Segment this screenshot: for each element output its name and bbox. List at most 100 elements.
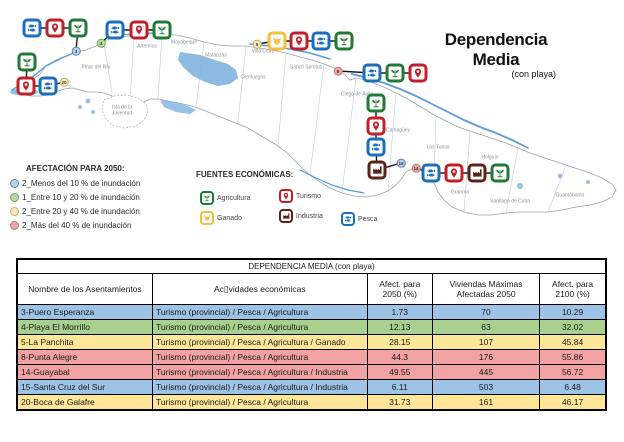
cell-afect-2100: 32.02 [539,319,607,335]
legend-item: 2_Más del 40 % de inundación [10,218,140,232]
legend-item: 1_Entre 10 y 20 % de inundación [10,190,140,204]
cell-name: 5-La Panchita [16,334,153,350]
province-label: Las Tunas [426,144,450,151]
cell-afect-2050: 6.11 [366,379,433,395]
settlement-marker: 14 [411,163,421,173]
pesca-icon [366,137,386,157]
fuente-label: Industria [296,212,323,220]
cuba-map-section: Pinar del Río Artemisa Mayabeque Matanzas Vi… [10,18,617,234]
cell-viviendas: 161 [431,394,541,411]
cell-viviendas: 503 [431,379,541,395]
turismo-icon [444,163,464,183]
map-subtitle: (con playa) [511,69,556,79]
cell-afect-2050: 49.55 [366,364,433,380]
category-dot-icon [10,178,19,188]
cell-viviendas: 107 [431,334,541,350]
cell-viviendas: 70 [431,304,541,320]
pesca-icon [421,163,441,183]
agricultura-icon [200,191,214,205]
table-row: 5-La Panchita Turismo (provincial) / Pesc… [16,334,607,350]
cell-name: 8-Punta Alegre [16,349,153,365]
cell-activities: Turismo (provincial) / Pesca / Agricultu… [151,304,368,320]
province-label: Holguín [481,154,499,161]
legend-item-label: 2_Entre 20 y 40 % de inundación [22,206,140,216]
settlement-marker: 8 [333,66,343,76]
province-label: Guantánamo [555,192,585,199]
settlement-marker: 5 [252,39,262,49]
agricultura-icon [17,52,37,72]
settlement-marker: 20 [59,77,69,87]
pesca-icon [38,76,58,96]
column-header: Afect. para 2100 (%) [539,273,607,305]
table-title: DEPENDENCIA MEDIA (con playa) [16,258,607,274]
table-row: 3-Puero Esperanza Turismo (provincial) / … [16,304,607,320]
cell-activities: Turismo (provincial) / Pesca / Agricultu… [151,394,368,411]
province-label: Mayabeque [170,39,198,46]
cell-afect-2050: 28.15 [366,334,433,350]
province-label: Matanzas [205,52,227,59]
column-header: Ac▯vidades económicas [151,273,368,305]
turismo-icon [16,76,36,96]
cell-afect-2100: 45.84 [539,334,607,350]
cell-name: 3-Puero Esperanza [16,304,153,320]
province-label: Villa Clara [251,48,275,55]
fuente-item: Agricultura [200,191,250,205]
table-row: 15-Santa Cruz del Sur Turismo (provincial… [16,379,607,395]
map-title-block: Dependencia Media (con playa) [430,30,562,79]
province-label: Cienfuegos [240,74,266,81]
ganado-icon [200,211,214,225]
cell-activities: Turismo (provincial) / Pesca / Agricultu… [151,349,368,365]
legend-afectacion-items: 2_Menos del 10 % de inundación 1_Entre 10… [10,176,140,232]
cell-name: 15-Santa Cruz del Sur [16,379,153,395]
pesca-icon [105,20,125,40]
fuente-item: Ganado [200,211,242,225]
agricultura-icon [68,18,88,38]
fuente-label: Turismo [296,192,322,200]
agricultura-icon [334,31,354,51]
category-dot-icon [10,192,19,202]
legend-item-label: 2_Menos del 10 % de inundación [22,178,141,188]
settlement-marker: 15 [396,158,406,168]
pesca-icon [22,18,42,38]
turismo-icon [289,31,309,51]
dependencia-table: DEPENDENCIA MEDIA (con playa) Nombre de … [16,258,607,411]
turismo-icon [408,63,428,83]
table-header-row: Nombre de los Asentamientos Ac▯vidades ec… [16,273,607,305]
cell-afect-2050: 44.3 [366,349,433,365]
table-row: 20-Boca de Galafre Turismo (provincial) /… [16,394,607,411]
cell-afect-2050: 31.73 [366,394,433,411]
turismo-icon [279,189,293,203]
cell-viviendas: 176 [431,349,541,365]
cuba-map [10,32,617,216]
cell-afect-2100: 10.29 [539,304,607,320]
province-label: Sancti Spíritus [289,64,323,71]
fuente-item: Industria [279,209,323,223]
cell-afect-2050: 1.73 [366,304,433,320]
cell-activities: Turismo (provincial) / Pesca / Agricultu… [151,379,368,395]
cell-activities: Turismo (provincial) / Pesca / Agricultu… [151,334,368,350]
turismo-icon [366,116,386,136]
legend-afectacion-title: AFECTACIÓN PARA 2050: [26,164,125,173]
legend-fuentes-title: FUENTES ECONÓMICAS: [196,170,294,179]
column-header: Afect. para 2050 (%) [366,273,433,305]
industria-icon [467,163,487,183]
fuente-item: Turismo [279,189,321,203]
table-row: 14-Guayabal Turismo (provincial) / Pesca … [16,364,607,380]
province-label: Ciego de Ávila [340,91,374,98]
cell-name: 20-Boca de Galafre [16,394,153,411]
cell-afect-2100: 56.72 [539,364,607,380]
province-label: Granma [450,189,470,196]
agricultura-icon [385,63,405,83]
legend-fuentes: FUENTES ECONÓMICAS: Agricultura Turismo Ga… [196,170,396,234]
legend-item-label: 1_Entre 10 y 20 % de inundación [22,192,140,202]
province-label: Pinar del Río [81,64,111,71]
cell-afect-2050: 12.13 [366,319,433,335]
settlement-marker: 3 [71,46,81,56]
category-dot-icon [10,206,19,216]
settlement-marker: 4 [96,38,106,48]
cell-afect-2100: 6.48 [539,379,607,395]
cell-name: 4-Playa El Morrillo [16,319,153,335]
turismo-icon [129,20,149,40]
province-label: Santiago de Cuba [489,198,531,205]
